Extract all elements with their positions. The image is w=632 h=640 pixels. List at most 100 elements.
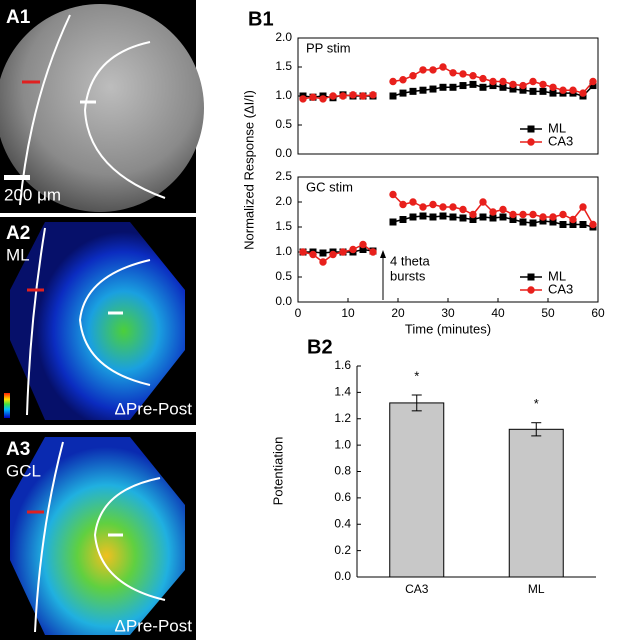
point [469, 80, 477, 88]
point [469, 210, 477, 219]
x-tick-label: 10 [341, 306, 355, 320]
legend-label: ML [548, 120, 566, 135]
y-tick-label: 0.0 [334, 569, 351, 583]
scale-label: 200 μm [4, 185, 61, 204]
point [409, 213, 417, 221]
y-tick-label: 0.0 [275, 294, 292, 308]
subtitle: GC stim [306, 179, 353, 194]
point [359, 92, 367, 100]
point [319, 258, 327, 266]
panel-sublabel: ML [6, 245, 30, 264]
point [389, 77, 397, 86]
point [349, 245, 357, 254]
point [559, 210, 567, 219]
significance: * [534, 396, 539, 411]
point [529, 219, 537, 227]
y-tick-label: 1.0 [334, 437, 351, 451]
point [399, 76, 407, 84]
bar [389, 402, 445, 578]
point [319, 249, 327, 257]
bar [508, 428, 564, 578]
panel-label: A3 [6, 439, 30, 460]
x-tick-label: 20 [391, 306, 405, 320]
x-axis-label: Time (minutes) [405, 321, 491, 336]
panel-a1: A1 200 μm [0, 0, 204, 213]
point [529, 210, 537, 219]
panel-a2: A2 ML ΔPre-Post [0, 217, 196, 425]
point [527, 125, 535, 133]
y-tick-label: 1.6 [334, 358, 351, 372]
point [479, 74, 487, 83]
point [559, 221, 567, 228]
point [509, 80, 517, 89]
point [529, 87, 537, 95]
y-tick-label: 0.2 [334, 543, 351, 557]
x-tick-label: ML [528, 582, 545, 596]
point [419, 203, 427, 211]
annotation: 4 theta [390, 253, 431, 268]
point [339, 92, 347, 100]
point [479, 198, 487, 206]
y-tick-label: 0.8 [334, 464, 351, 478]
point [569, 86, 577, 94]
point [449, 213, 457, 221]
y-axis-label: Normalized Response (ΔI/I) [241, 90, 256, 250]
y-tick-label: 2.5 [275, 169, 292, 183]
panel-label: A2 [6, 223, 30, 244]
point [499, 205, 507, 214]
point [399, 89, 407, 97]
point [389, 92, 397, 100]
point [569, 215, 577, 224]
point [369, 91, 377, 99]
point [539, 87, 547, 95]
point [449, 203, 457, 211]
y-axis-label: Potentiation [270, 437, 285, 506]
annotation-arrowhead [380, 250, 386, 258]
y-tick-label: 1.5 [275, 59, 292, 73]
point [359, 240, 367, 249]
point [479, 213, 487, 221]
point [449, 83, 457, 91]
panel-label: B2 [307, 336, 333, 358]
point [389, 190, 397, 199]
point [539, 213, 547, 221]
point [509, 210, 517, 219]
y-tick-label: 0.4 [334, 516, 351, 530]
point [549, 213, 557, 221]
panel-caption: ΔPre-Post [115, 616, 193, 635]
x-tick-label: 0 [295, 306, 302, 320]
point [399, 200, 407, 209]
point [399, 216, 407, 223]
point [579, 221, 587, 228]
point [489, 214, 497, 222]
point [419, 66, 427, 74]
point [527, 286, 535, 294]
point [489, 77, 497, 86]
point [579, 89, 587, 97]
point [459, 214, 467, 222]
x-tick-label: 30 [441, 306, 455, 320]
x-tick-label: CA3 [405, 582, 429, 596]
point [419, 86, 427, 94]
charts: B1 Normalized Response (ΔI/I) 0.0 0.5 1.0 1.5… [241, 8, 605, 596]
point [559, 86, 567, 94]
point [459, 70, 467, 78]
point [439, 83, 447, 91]
point [429, 66, 437, 74]
y-tick-label: 0.0 [275, 146, 292, 160]
axes-frame [297, 37, 599, 155]
point [549, 83, 557, 92]
y-tick-label: 1.0 [275, 88, 292, 102]
point [439, 212, 447, 220]
y-tick-label: 2.0 [275, 194, 292, 208]
x-tick-label: 40 [491, 306, 505, 320]
point [519, 81, 527, 90]
y-tick-label: 0.5 [275, 117, 292, 131]
point [449, 69, 457, 77]
point [339, 248, 347, 256]
y-tick-label: 1.5 [275, 219, 292, 233]
point [349, 91, 357, 99]
point [459, 205, 467, 214]
point [299, 95, 307, 103]
legend-label: CA3 [548, 281, 573, 296]
